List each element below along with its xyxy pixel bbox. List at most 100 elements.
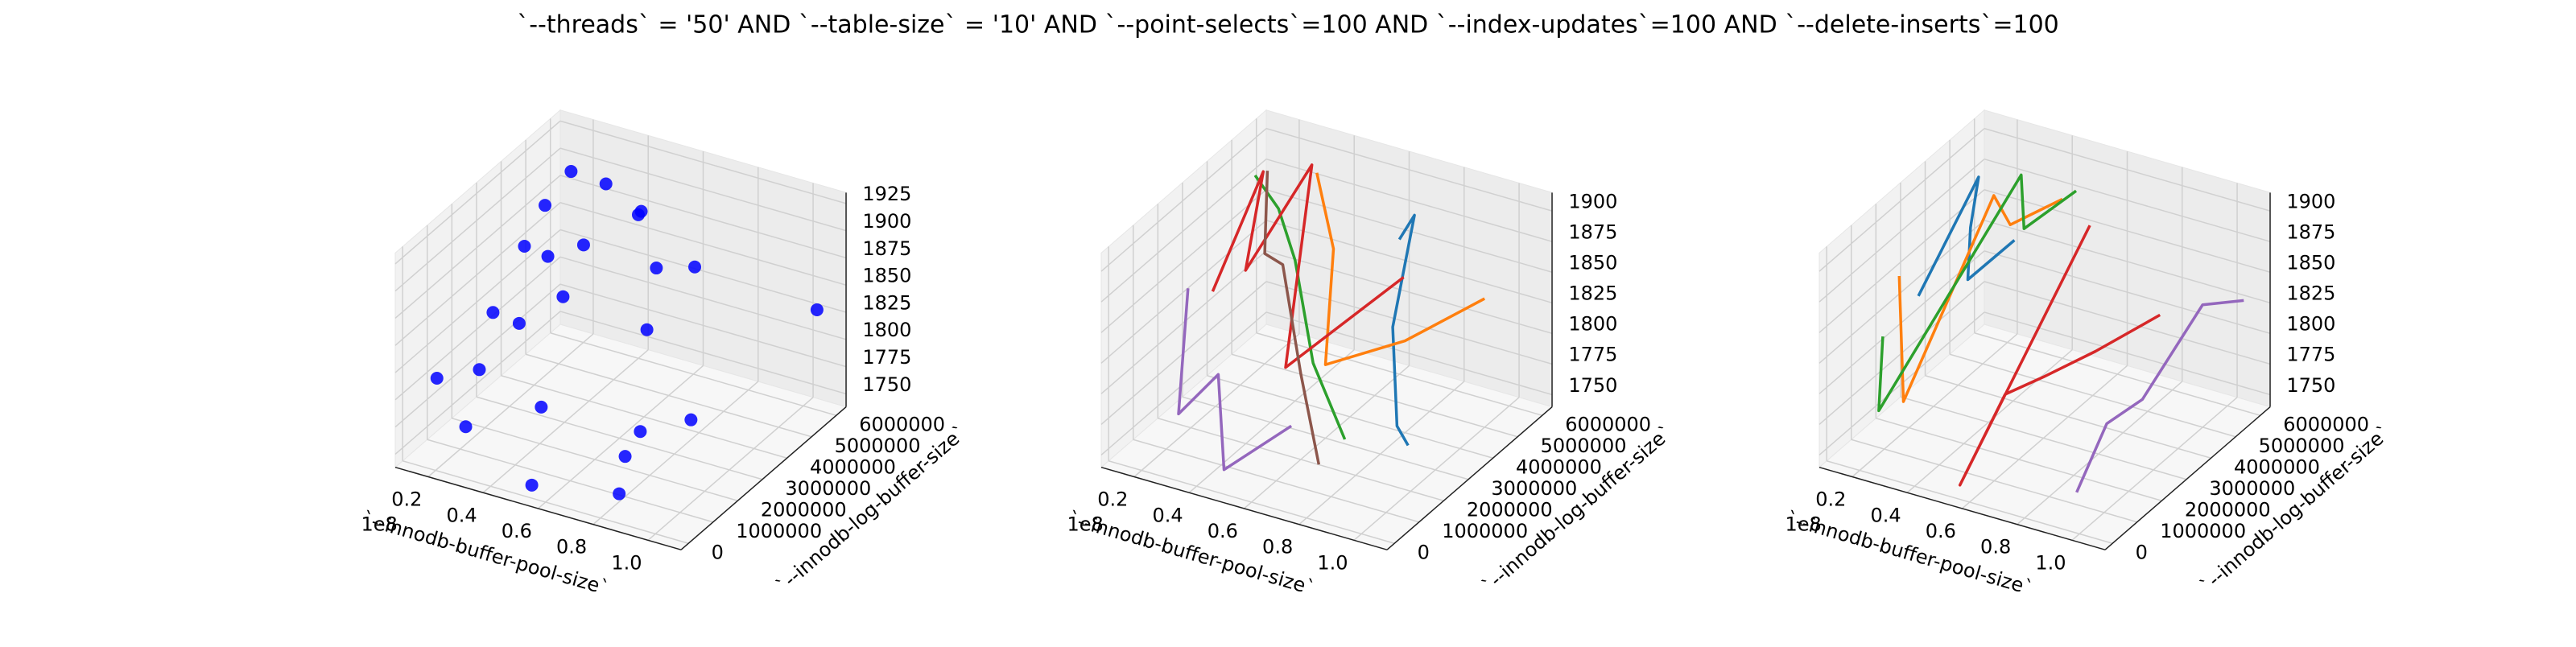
grid-line xyxy=(1265,189,1553,273)
grid-line xyxy=(1353,397,1520,541)
z-tick-label: 1800 xyxy=(1568,313,1617,336)
point xyxy=(430,372,444,385)
y-tick-label: 0 xyxy=(1418,541,1430,563)
z-tick-label: 1750 xyxy=(1568,374,1617,397)
y-axis-line xyxy=(680,406,847,550)
y-tick-label: 2000000 xyxy=(2185,498,2271,521)
z-tick-label: 1925 xyxy=(862,183,911,205)
series-line xyxy=(2075,299,2244,493)
z-tick-label: 1850 xyxy=(2286,252,2335,274)
grid-line xyxy=(559,283,847,368)
grid-line xyxy=(1876,418,2162,501)
z-tick-label: 1825 xyxy=(1568,282,1617,305)
grid-line xyxy=(1182,396,1469,480)
axes-3d: 0.2 0.4 0.6 0.8 1.0 0 100000020000003000000400… xyxy=(360,109,971,600)
series-line xyxy=(1958,225,2161,487)
point xyxy=(634,204,648,218)
z-tick-label: 1775 xyxy=(1568,344,1617,366)
point xyxy=(556,290,570,303)
x-tick-label: 0.4 xyxy=(1870,504,1901,526)
grid-line xyxy=(559,120,847,204)
x-tick-label: 0.8 xyxy=(1262,536,1293,558)
x-offset-label: 1e8 xyxy=(1785,513,1821,535)
grid-line xyxy=(1100,250,1267,394)
grid-line xyxy=(1818,189,1985,333)
z-tick-label: 1900 xyxy=(1568,191,1617,213)
x-tick-label: 0.8 xyxy=(556,536,587,558)
grid-line xyxy=(559,202,847,286)
grid-line xyxy=(538,365,704,509)
x-offset-label: 1e8 xyxy=(361,513,397,535)
z-tick-label: 1875 xyxy=(1568,221,1617,244)
grid-line xyxy=(592,381,759,525)
grid-line xyxy=(559,311,847,395)
y-axis-line xyxy=(2104,406,2271,550)
z-tick-label: 1800 xyxy=(862,319,911,341)
point xyxy=(541,249,555,263)
point xyxy=(640,323,654,336)
grid-line xyxy=(1984,250,2271,335)
y-tick-label: 1000000 xyxy=(736,520,822,542)
x-axis-line xyxy=(1100,466,1388,550)
series-line xyxy=(1917,175,2016,297)
y-tick-label: 3000000 xyxy=(1491,477,1577,500)
grid-line xyxy=(1984,311,2271,396)
grid-line xyxy=(1265,281,1553,365)
y-axis-line xyxy=(1386,406,1553,550)
grid-line xyxy=(1265,220,1553,304)
point xyxy=(684,413,698,427)
y-tick-label: 1000000 xyxy=(1442,520,1528,542)
y-tick-label: 4000000 xyxy=(810,455,896,478)
grid-line xyxy=(1265,311,1553,396)
y-tick-label: 5000000 xyxy=(2259,435,2345,457)
x-tick-label: 0.6 xyxy=(1926,520,1956,542)
z-tick-label: 1800 xyxy=(2286,313,2335,336)
y-tick-label: 4000000 xyxy=(1516,455,1602,478)
grid-line xyxy=(1984,189,2271,273)
x-tick-label: 0.4 xyxy=(1152,504,1183,526)
x-tick-label: 0.4 xyxy=(446,504,477,526)
point xyxy=(688,260,702,274)
grid-line xyxy=(1133,333,1300,478)
z-tick-label: 1900 xyxy=(2286,191,2335,213)
series-line xyxy=(1253,174,1347,440)
grid-line xyxy=(1900,396,2187,480)
grid-line xyxy=(1100,189,1267,333)
series-line xyxy=(1211,163,1405,369)
grid-line xyxy=(1984,127,2271,212)
x-axis-line xyxy=(1818,466,2106,550)
grid-line xyxy=(559,229,847,313)
x-tick-label: 1.0 xyxy=(2035,551,2066,574)
grid-line xyxy=(394,229,561,373)
point xyxy=(512,316,526,330)
grid-line xyxy=(1984,281,2271,365)
figure-title: `--threads` = '50' AND `--table-size` = … xyxy=(517,11,2059,39)
point xyxy=(650,262,663,275)
grid-line xyxy=(1298,381,1465,525)
grid-line xyxy=(394,120,561,265)
grid-line xyxy=(394,147,561,292)
x-axis-line xyxy=(394,466,682,550)
grid-line xyxy=(1925,375,2211,459)
point xyxy=(535,400,548,414)
series-line xyxy=(1315,172,1486,366)
y-tick-label: 6000000 xyxy=(859,413,945,435)
y-tick-label: 0 xyxy=(2136,541,2148,563)
grid-line xyxy=(1906,349,2073,493)
point xyxy=(564,165,578,179)
series-line xyxy=(1897,194,2063,403)
grid-line xyxy=(647,397,814,541)
grid-line xyxy=(1100,220,1267,364)
y-tick-label: 4000000 xyxy=(2234,455,2320,478)
y-tick-label: 2000000 xyxy=(1467,498,1553,521)
grid-line xyxy=(501,375,787,459)
grid-line xyxy=(1100,311,1267,456)
grid-line xyxy=(1818,128,1985,272)
y-tick-label: 5000000 xyxy=(1541,435,1627,457)
y-tick-label: 1000000 xyxy=(2160,520,2246,542)
grid-line xyxy=(452,418,738,501)
grid-line xyxy=(402,459,689,544)
grid-line xyxy=(525,353,812,438)
x-tick-label: 0.2 xyxy=(1097,488,1128,511)
